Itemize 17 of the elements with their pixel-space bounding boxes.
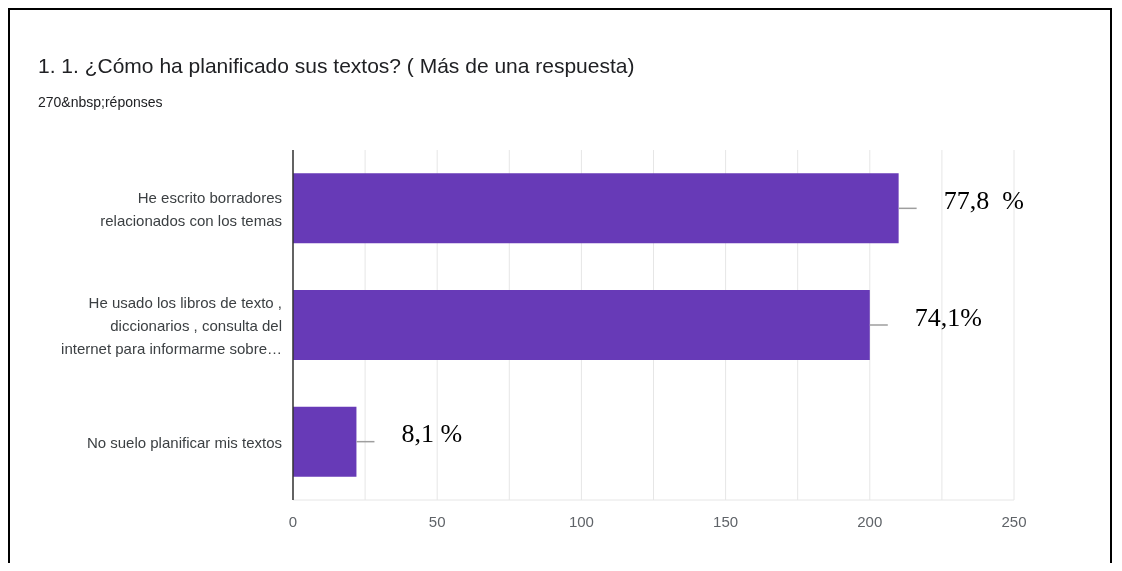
text: 270&nbsp;réponses [38, 94, 163, 110]
x-tick-label: 200 [857, 512, 883, 530]
y-tick-label: No suelo planificar mis textos [86, 433, 282, 451]
x-tick-label: 150 [713, 512, 739, 530]
annotation: 77,8 % [943, 185, 1024, 215]
x-tick-label: 50 [428, 512, 446, 530]
bar [293, 290, 870, 360]
bar [293, 173, 899, 244]
x-tick-label: 250 [1001, 512, 1027, 530]
annotation: 74,1% [914, 302, 982, 332]
x-tick-label: 100 [568, 512, 594, 530]
bar [293, 406, 357, 477]
chart-title: 1. 1. ¿Cómo ha planificado sus textos? ( Más de una respuesta) [38, 54, 635, 78]
x-tick-label: 0 [288, 512, 298, 530]
y-tick-label: He usado los libros de texto , diccionarios , consulta del internet para informarme sobre… [61, 293, 282, 357]
y-tick-label: He escrito borradores relacionados con los temas [100, 188, 282, 229]
annotation: 8,1 % [401, 419, 463, 449]
